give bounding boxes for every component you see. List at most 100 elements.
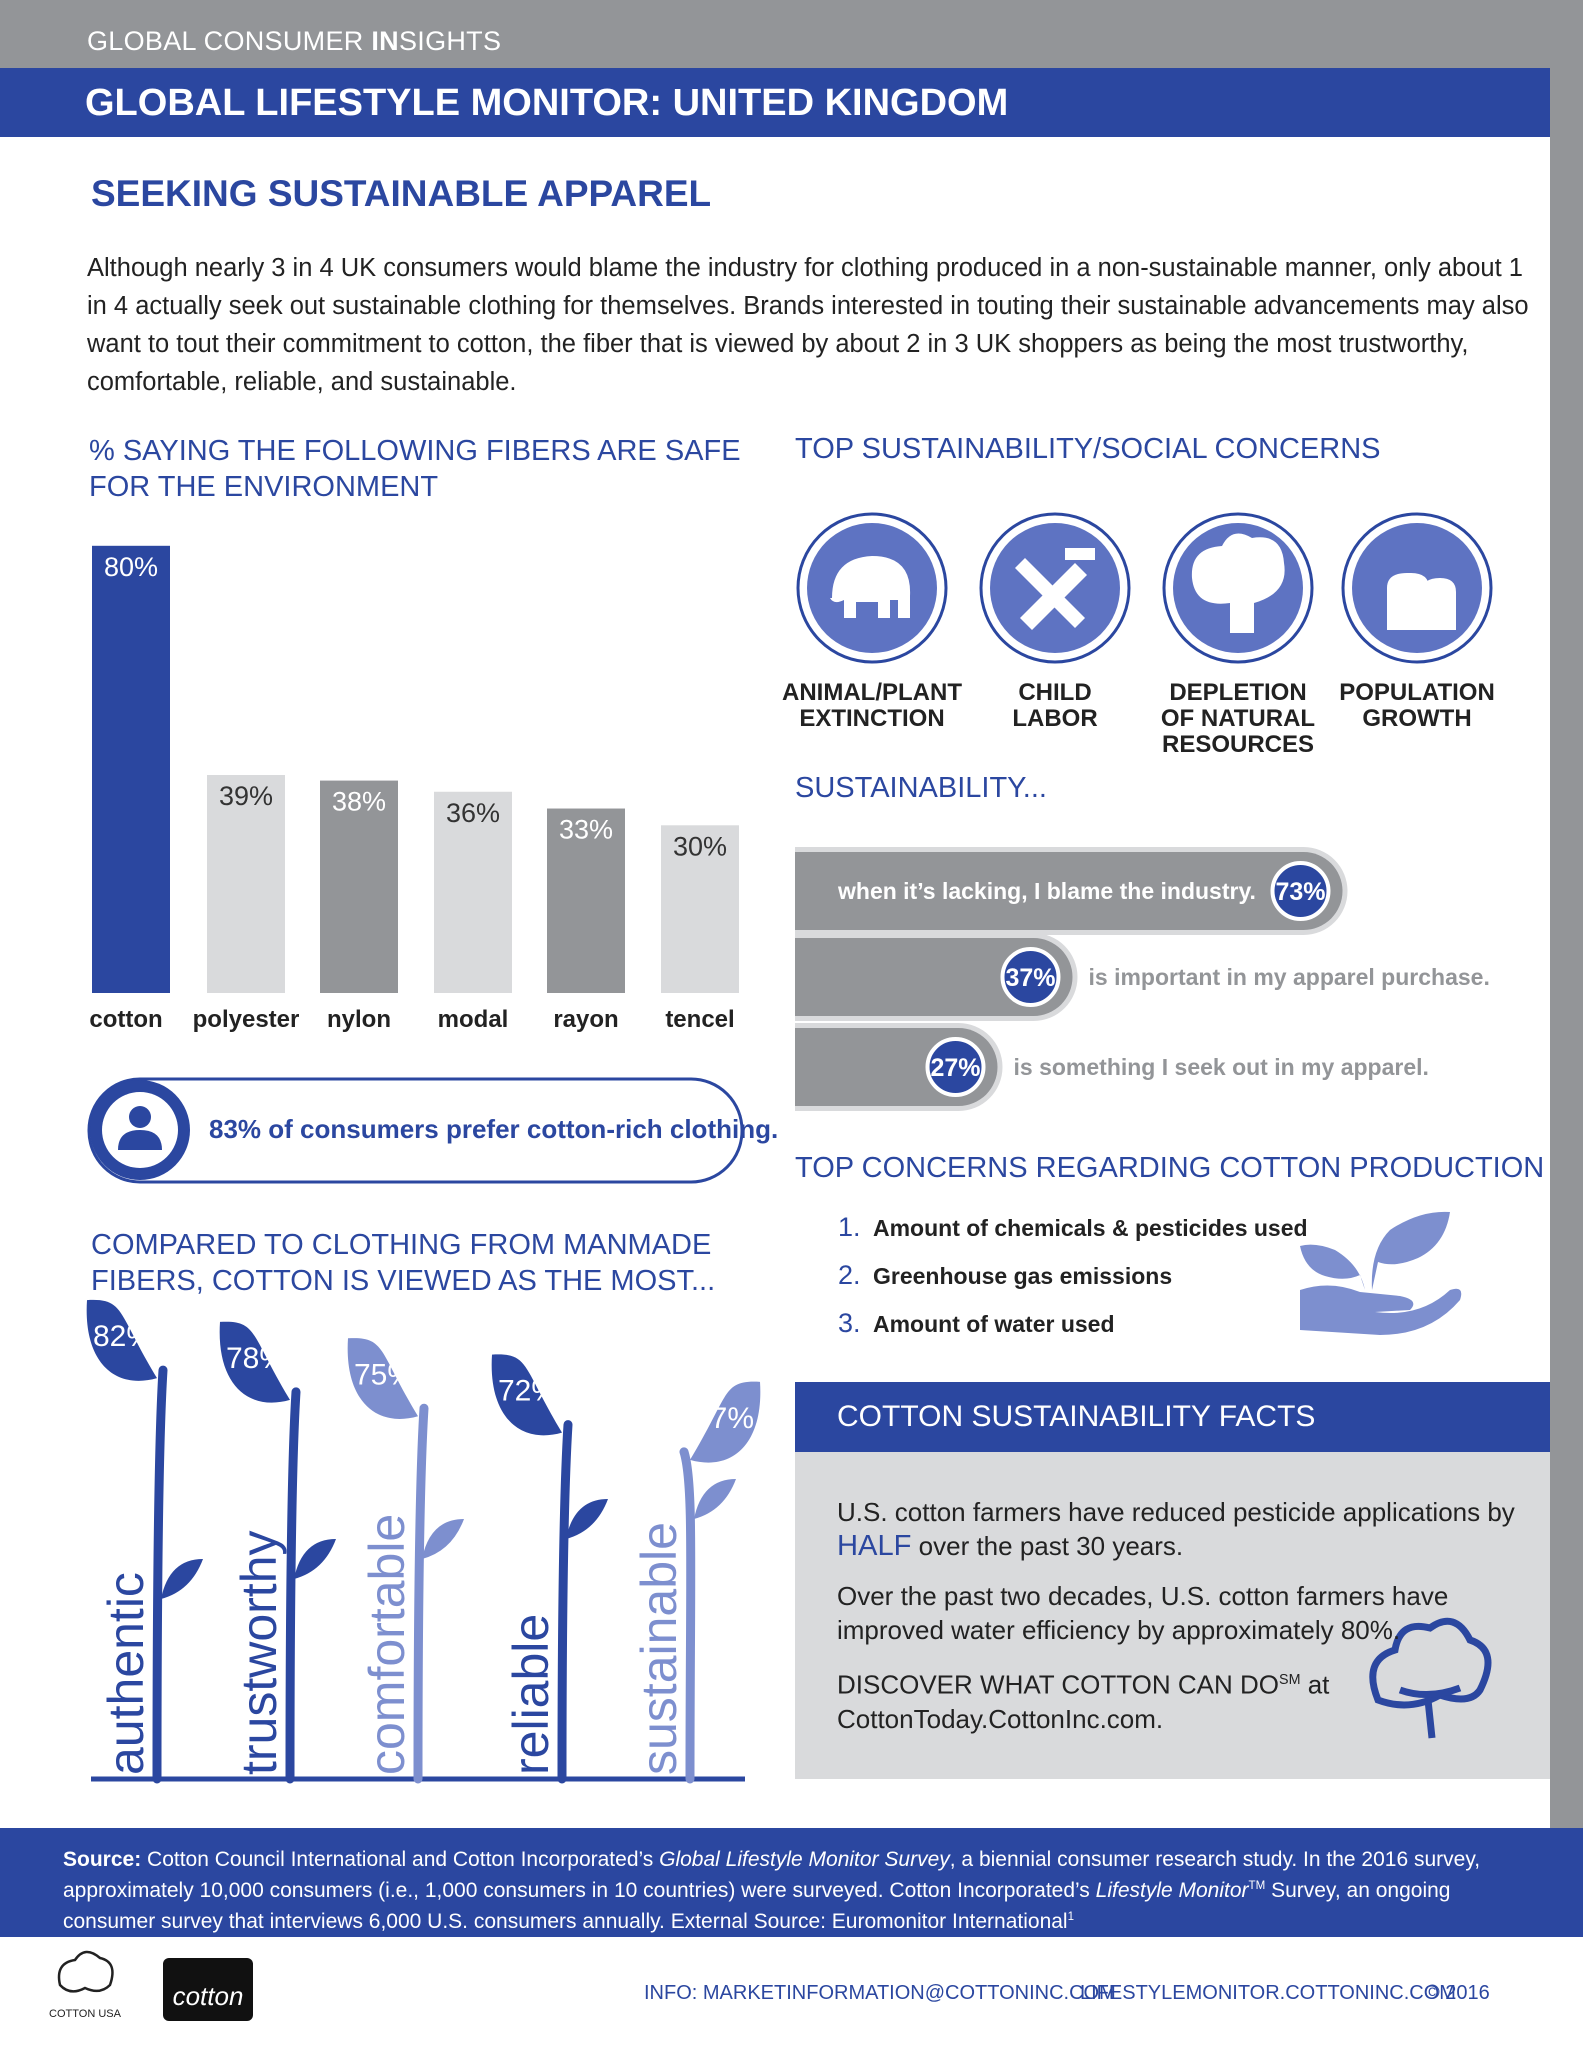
concern-symbol — [1387, 573, 1456, 630]
concern-label: CHILD — [1018, 679, 1091, 706]
footer-link: LIFESTYLEMONITOR.COTTONINC.COM — [1080, 1982, 1456, 2004]
value-label: 82% — [93, 1320, 153, 1353]
text-run: , a biennial consumer research study. In… — [63, 1848, 1481, 1902]
stem — [285, 1387, 301, 1784]
list-text: Amount of water used — [873, 1311, 1115, 1337]
facts-text: U.S. cotton farmers have reduced pestici… — [837, 1495, 1537, 1752]
concern-label: OF NATURAL — [1161, 705, 1315, 732]
bar — [661, 825, 739, 993]
cotton-usa-logo — [57, 1950, 114, 1993]
text-run: HALF — [837, 1530, 912, 1562]
attribute-label: sustainable — [631, 1522, 687, 1775]
text-run: GLOBAL CONSUMER — [87, 26, 372, 56]
text-run: Lifestyle Monitor — [1095, 1879, 1249, 1902]
progress-bar — [795, 852, 1343, 930]
fact-paragraph: DISCOVER WHAT COTTON CAN DOSM at CottonT… — [837, 1663, 1537, 1736]
statement: when it’s lacking, I blame the industry. — [837, 878, 1256, 904]
attribute-label: comfortable — [359, 1514, 415, 1775]
text-run: 1 — [1067, 1911, 1075, 1923]
side-leaf — [294, 1539, 336, 1579]
logo-caption: COTTON USA — [49, 2008, 122, 2020]
facts-body — [795, 1452, 1550, 1779]
text-run: Cotton Council International and Cotton … — [141, 1848, 660, 1871]
bar — [434, 791, 512, 993]
concern-label: RESOURCES — [1162, 731, 1314, 758]
concern-symbol — [830, 556, 911, 618]
value-badge — [1270, 861, 1331, 921]
statement: is something I seek out in my apparel. — [1014, 1054, 1429, 1080]
leaf — [491, 1354, 562, 1436]
bar — [547, 808, 625, 993]
list-text: Amount of chemicals & pesticides used — [873, 1215, 1308, 1241]
text-run: Source: — [63, 1848, 142, 1871]
social-concerns-title: TOP SUSTAINABILITY/SOCIAL CONCERNS — [795, 433, 1381, 465]
header-title: GLOBAL LIFESTYLE MONITOR: UNITED KINGDOM — [85, 82, 1009, 124]
value-label: 75% — [354, 1358, 414, 1391]
category-label: polyester — [193, 1006, 300, 1033]
leaf — [690, 1381, 761, 1463]
text-run: at CottonToday.CottonInc.com. — [837, 1669, 1330, 1734]
attribute-label: reliable — [503, 1614, 559, 1775]
concern-symbol — [1191, 533, 1285, 633]
category-label: rayon — [553, 1006, 618, 1033]
concern-label: POPULATION — [1339, 679, 1495, 706]
concern-label: GROWTH — [1362, 705, 1471, 732]
text-run: U.S. cotton farmers have reduced pestici… — [837, 1497, 1515, 1527]
facts-title: COTTON SUSTAINABILITY FACTS — [837, 1400, 1315, 1433]
bar — [207, 774, 285, 993]
value-label: 36% — [446, 798, 500, 828]
value-label: 80% — [104, 552, 158, 582]
value-label: 72% — [498, 1375, 558, 1408]
text-run: IN — [371, 26, 399, 56]
sprout-icon — [1300, 1211, 1462, 1335]
category-label: tencel — [665, 1006, 734, 1033]
concern-symbol — [1015, 548, 1095, 630]
text-run: over the past 30 years. — [911, 1531, 1184, 1561]
statement: is important in my apparel purchase. — [1089, 964, 1490, 990]
cotton-seal-logo — [163, 1958, 253, 2021]
person-head — [129, 1106, 151, 1128]
header-band — [0, 68, 1550, 137]
cotton-icon — [1369, 1617, 1492, 1739]
text-run: SM — [1279, 1672, 1301, 1688]
value-label: 37% — [1005, 964, 1055, 992]
person-body — [118, 1130, 162, 1150]
footer-link: © 2016 — [1425, 1982, 1490, 2004]
stem — [152, 1365, 168, 1784]
callout-text: 83% of consumers prefer cotton-rich clot… — [209, 1114, 778, 1144]
bar-chart-title: % SAYING THE FOLLOWING FIBERS ARE SAFE F… — [89, 435, 741, 503]
text-run: TM — [1248, 1880, 1266, 1892]
list-number: 1. — [838, 1212, 861, 1242]
side-leaf — [161, 1559, 203, 1599]
footer-band — [0, 1828, 1583, 1937]
text-run: Global Lifestyle Monitor Survey — [659, 1848, 950, 1871]
list-text: Greenhouse gas emissions — [873, 1263, 1172, 1289]
side-leaf — [422, 1519, 464, 1559]
concern-label: EXTINCTION — [799, 705, 944, 732]
text-run: DISCOVER WHAT COTTON CAN DO — [837, 1669, 1280, 1700]
value-label: 78% — [226, 1342, 286, 1375]
concern-label: ANIMAL/PLANT — [782, 679, 962, 706]
text-run: Over the past two decades, U.S. cotton f… — [837, 1581, 1449, 1645]
value-label: 67% — [694, 1402, 754, 1435]
facts-header — [795, 1382, 1550, 1452]
value-label: 33% — [559, 815, 613, 845]
stem — [679, 1447, 696, 1784]
value-label: 27% — [930, 1054, 980, 1082]
section-title: SEEKING SUSTAINABLE APPAREL — [91, 173, 712, 214]
production-concerns-title: TOP CONCERNS REGARDING COTTON PRODUCTION — [795, 1152, 1545, 1184]
category-label: cotton — [89, 1006, 162, 1033]
value-label: 39% — [219, 781, 273, 811]
logo-wordmark: cotton — [173, 1981, 244, 2011]
category-label: nylon — [327, 1006, 391, 1033]
footer-link: INFO: MARKETINFORMATION@COTTONINC.COM — [644, 1982, 1116, 2004]
plant-chart-title: COMPARED TO CLOTHING FROM MANMADE FIBERS… — [91, 1229, 716, 1297]
intro-text: Although nearly 3 in 4 UK consumers woul… — [87, 254, 1529, 396]
text-run: SIGHTS — [398, 26, 502, 56]
value-badge — [1000, 947, 1061, 1007]
text-run: Survey, an ongoing consumer survey that … — [63, 1879, 1451, 1933]
concern-label: LABOR — [1012, 705, 1097, 732]
